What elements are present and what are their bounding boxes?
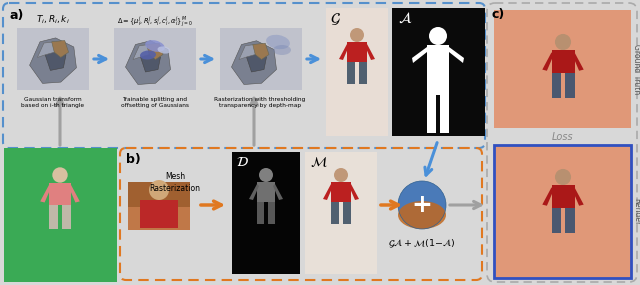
FancyBboxPatch shape [359, 62, 367, 84]
Circle shape [52, 167, 68, 183]
FancyBboxPatch shape [62, 205, 71, 229]
Polygon shape [572, 52, 584, 71]
FancyBboxPatch shape [49, 183, 71, 205]
Polygon shape [572, 187, 584, 206]
Text: c): c) [491, 8, 504, 21]
Text: Mesh
Rasterization: Mesh Rasterization [150, 172, 200, 193]
FancyBboxPatch shape [552, 73, 561, 98]
FancyBboxPatch shape [440, 95, 449, 133]
FancyBboxPatch shape [128, 182, 190, 207]
Text: Loss: Loss [552, 132, 574, 142]
FancyBboxPatch shape [427, 45, 449, 67]
Polygon shape [542, 52, 554, 71]
Polygon shape [141, 50, 161, 72]
Text: SMPL-X, RGB: SMPL-X, RGB [0, 191, 1, 239]
FancyBboxPatch shape [331, 202, 339, 224]
FancyBboxPatch shape [552, 208, 561, 233]
Polygon shape [253, 43, 269, 60]
FancyBboxPatch shape [565, 73, 575, 98]
Polygon shape [147, 43, 163, 60]
Text: +: + [412, 193, 433, 217]
FancyBboxPatch shape [128, 182, 190, 230]
Text: Gaussian transform
based on i-th triangle: Gaussian transform based on i-th triangl… [21, 97, 84, 108]
Text: $\mathcal{G}\mathcal{A} + \mathcal{M}(1{-}\mathcal{A})$: $\mathcal{G}\mathcal{A} + \mathcal{M}(1{… [388, 238, 456, 250]
Polygon shape [449, 47, 464, 63]
FancyBboxPatch shape [343, 202, 351, 224]
Polygon shape [40, 185, 51, 203]
Polygon shape [52, 40, 68, 57]
Polygon shape [246, 50, 266, 72]
Polygon shape [29, 38, 76, 84]
Polygon shape [365, 44, 375, 60]
Ellipse shape [273, 45, 291, 55]
FancyBboxPatch shape [494, 145, 631, 278]
Polygon shape [45, 47, 66, 70]
Ellipse shape [266, 35, 290, 49]
Text: Render: Render [632, 198, 640, 226]
FancyBboxPatch shape [494, 10, 631, 128]
Circle shape [259, 168, 273, 182]
Polygon shape [69, 185, 80, 203]
Circle shape [555, 169, 571, 185]
Polygon shape [125, 41, 170, 84]
Ellipse shape [145, 40, 164, 52]
Text: $\Delta = \{\mu_i^j, R_i^j, s_i^j, c_i^j, \alpha_i^j\}_{j=0}^{M}$: $\Delta = \{\mu_i^j, R_i^j, s_i^j, c_i^j… [117, 14, 193, 29]
FancyBboxPatch shape [347, 42, 367, 62]
Text: $\mathcal{D}$: $\mathcal{D}$ [236, 155, 249, 169]
Text: Trainable splitting and
offsetting of Gaussians: Trainable splitting and offsetting of Ga… [121, 97, 189, 108]
Ellipse shape [140, 50, 156, 60]
FancyBboxPatch shape [331, 182, 351, 202]
Text: $\mathcal{M}$: $\mathcal{M}$ [310, 155, 328, 169]
Polygon shape [339, 44, 349, 60]
Polygon shape [232, 41, 276, 84]
FancyBboxPatch shape [114, 28, 196, 90]
FancyBboxPatch shape [392, 8, 485, 136]
FancyBboxPatch shape [427, 67, 449, 95]
Polygon shape [542, 187, 554, 206]
Polygon shape [273, 184, 283, 200]
FancyBboxPatch shape [552, 185, 575, 208]
Polygon shape [349, 184, 359, 200]
FancyBboxPatch shape [140, 200, 178, 228]
FancyBboxPatch shape [268, 202, 275, 224]
Ellipse shape [157, 46, 170, 54]
FancyBboxPatch shape [220, 28, 302, 90]
Polygon shape [37, 42, 54, 57]
Polygon shape [323, 184, 333, 200]
Text: b): b) [126, 153, 141, 166]
FancyBboxPatch shape [326, 8, 388, 136]
FancyBboxPatch shape [565, 208, 575, 233]
Text: a): a) [9, 9, 24, 22]
Ellipse shape [398, 201, 446, 229]
FancyBboxPatch shape [49, 205, 58, 229]
Polygon shape [412, 47, 427, 63]
Circle shape [555, 34, 571, 50]
Polygon shape [133, 44, 149, 60]
Text: $T_i, R_i, k_i$: $T_i, R_i, k_i$ [36, 14, 70, 27]
FancyBboxPatch shape [305, 152, 377, 274]
FancyBboxPatch shape [232, 152, 300, 274]
FancyBboxPatch shape [347, 62, 355, 84]
Text: Ground Truth: Ground Truth [632, 44, 640, 94]
FancyBboxPatch shape [257, 202, 264, 224]
FancyBboxPatch shape [17, 28, 89, 90]
Circle shape [334, 168, 348, 182]
Text: $\mathcal{G}$: $\mathcal{G}$ [330, 11, 341, 27]
Text: Rasterization with thresholding
transparency by depth-map: Rasterization with thresholding transpar… [214, 97, 306, 108]
Circle shape [149, 180, 169, 200]
FancyBboxPatch shape [4, 148, 117, 282]
FancyBboxPatch shape [552, 50, 575, 73]
Circle shape [429, 27, 447, 45]
Polygon shape [249, 184, 259, 200]
Circle shape [350, 28, 364, 42]
Circle shape [398, 181, 446, 229]
FancyBboxPatch shape [427, 95, 436, 133]
FancyBboxPatch shape [257, 182, 275, 202]
Polygon shape [239, 44, 255, 60]
Text: $\mathcal{A}$: $\mathcal{A}$ [398, 11, 412, 25]
